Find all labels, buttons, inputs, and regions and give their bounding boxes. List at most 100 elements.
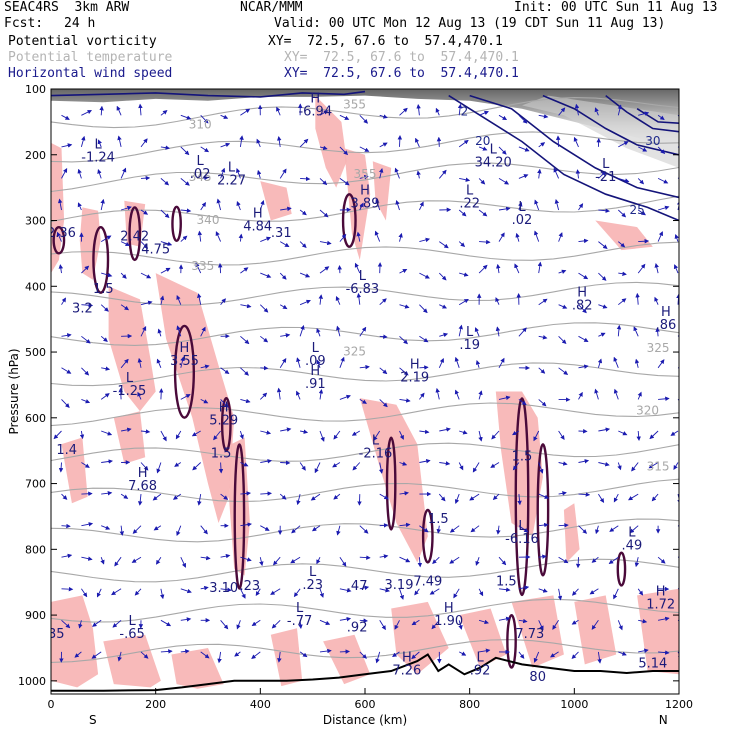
wind-vector bbox=[578, 203, 584, 211]
wind-vector bbox=[375, 198, 381, 211]
pv-contour bbox=[171, 205, 182, 243]
pv-extremum-value: 1.72 bbox=[646, 598, 675, 613]
wind-vector bbox=[553, 167, 560, 179]
wind-vector bbox=[479, 239, 491, 245]
pv-extremum-value: 2.27 bbox=[217, 173, 246, 188]
x-tick-label: 1000 bbox=[560, 698, 588, 711]
wind-vector bbox=[649, 430, 659, 440]
wind-vector bbox=[319, 588, 324, 598]
wind-vector bbox=[608, 556, 619, 565]
wind-vector bbox=[200, 364, 210, 369]
wind-vector bbox=[180, 178, 190, 186]
wind-vector bbox=[220, 553, 231, 559]
wind-vector bbox=[220, 298, 226, 305]
wind-vector bbox=[399, 335, 408, 345]
wind-vector bbox=[255, 588, 261, 597]
wind-vector bbox=[120, 358, 129, 369]
pv-low-marker: L bbox=[312, 341, 320, 356]
wind-vector bbox=[140, 300, 153, 306]
wind-vector bbox=[319, 266, 330, 274]
pv-extremum-value: 7.00 bbox=[141, 709, 170, 724]
wind-vector bbox=[458, 209, 467, 217]
pv-high-marker: H bbox=[577, 285, 587, 300]
wind-vector bbox=[571, 651, 579, 659]
wind-vector bbox=[77, 168, 82, 179]
wind-vector bbox=[538, 298, 548, 306]
wind-vector bbox=[180, 588, 192, 594]
wind-vector bbox=[359, 175, 369, 180]
wind-vector bbox=[200, 175, 209, 181]
wind-vector bbox=[101, 366, 111, 371]
wind-vector bbox=[134, 588, 142, 596]
pv-extremum-value: .47 bbox=[347, 579, 368, 594]
pv-fill-region bbox=[511, 595, 564, 668]
pv-extremum-value: 3.10 bbox=[209, 581, 238, 596]
wind-vector bbox=[474, 327, 480, 337]
wind-vector bbox=[475, 557, 480, 566]
wind-vector bbox=[598, 427, 611, 432]
pv-contour bbox=[233, 443, 246, 590]
pv-low-marker: L bbox=[372, 433, 380, 448]
wind-vector bbox=[160, 209, 170, 219]
wind-vector bbox=[598, 332, 606, 337]
wind-vector bbox=[429, 588, 440, 595]
wind-vector bbox=[416, 104, 421, 116]
wind-vector bbox=[172, 493, 182, 500]
wind-vector bbox=[240, 267, 249, 274]
theta-contour bbox=[51, 241, 679, 266]
pv-extremum-value: 2.42 bbox=[120, 229, 149, 244]
wind-vector bbox=[180, 557, 186, 568]
wind-vector bbox=[176, 525, 182, 537]
wind-vector bbox=[558, 556, 569, 564]
wind-vector bbox=[578, 364, 589, 369]
wind-vector bbox=[657, 359, 665, 369]
wind-vector bbox=[61, 493, 68, 500]
wind-vector bbox=[379, 367, 388, 375]
wind-vector bbox=[458, 241, 466, 248]
y-tick-label: 900 bbox=[25, 609, 46, 622]
wind-vector bbox=[657, 177, 669, 184]
wind-vector bbox=[180, 114, 192, 120]
wind-vector bbox=[299, 138, 309, 148]
wind-vector bbox=[637, 391, 642, 400]
wind-vector bbox=[259, 200, 265, 211]
wind-vector bbox=[299, 209, 307, 216]
wind-vector bbox=[453, 588, 460, 599]
pv-low-marker: L bbox=[466, 325, 474, 340]
wind-vector bbox=[100, 335, 108, 342]
wind-speed-contour bbox=[605, 94, 679, 133]
wind-vector bbox=[359, 146, 370, 152]
wind-vector bbox=[61, 143, 73, 148]
wind-vector bbox=[236, 620, 241, 630]
pv-contour bbox=[514, 397, 530, 597]
pv-extremum-value: .82 bbox=[572, 298, 593, 313]
wind-vector bbox=[657, 114, 665, 121]
wind-vector bbox=[558, 269, 567, 274]
wind-vector bbox=[299, 272, 311, 278]
pv-fill-region bbox=[171, 648, 224, 689]
wind-vector bbox=[378, 168, 384, 179]
wind-vector bbox=[91, 651, 102, 659]
pv-extremum-value: -.77 bbox=[287, 614, 312, 629]
wind-vector bbox=[479, 648, 491, 654]
wind-vector bbox=[81, 491, 93, 497]
wind-vector bbox=[140, 325, 147, 337]
pv-extremum-value: 3.55 bbox=[170, 354, 199, 369]
wind-vector bbox=[260, 236, 272, 243]
wind-vector bbox=[300, 176, 311, 182]
wind-vector bbox=[339, 114, 350, 120]
pv-extremum-value: -1.24 bbox=[81, 150, 115, 165]
wind-vector bbox=[498, 395, 511, 401]
wind-vector bbox=[618, 430, 628, 436]
wind-vector bbox=[319, 648, 332, 654]
wind-vector bbox=[180, 356, 185, 368]
wind-vector bbox=[152, 493, 162, 501]
wind-speed-contour bbox=[469, 94, 679, 199]
wind-vector bbox=[74, 651, 82, 658]
wind-vector bbox=[174, 462, 182, 467]
x-tick-label: 400 bbox=[250, 698, 271, 711]
wind-vector bbox=[518, 146, 530, 152]
wind-vector bbox=[138, 103, 143, 116]
pv-low-marker: L bbox=[490, 143, 498, 158]
wind-vector bbox=[558, 430, 565, 440]
